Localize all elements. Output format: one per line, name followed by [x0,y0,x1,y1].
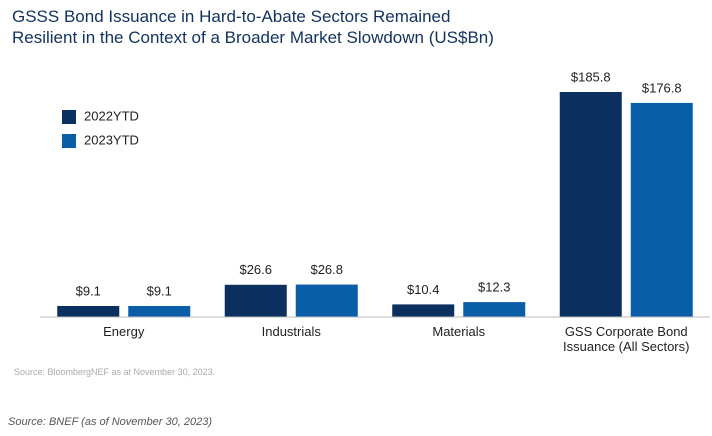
bar [630,102,693,317]
x-tick-label: Industrials [261,324,321,339]
bar [392,304,455,317]
legend-swatch [62,110,76,124]
bar [463,302,526,317]
legend-label: 2023YTD [84,132,139,147]
legend-swatch [62,134,76,148]
chart-source: Source: BloombergNEF as at November 30, … [14,367,216,377]
x-tick-label: GSS Corporate Bond Issuance (All Sectors… [563,324,690,354]
bar [559,92,622,317]
footer-note: Source: BNEF (as of November 30, 2023) [8,416,213,428]
x-tick-label: Energy [103,324,145,339]
value-label: $9.1 [76,283,101,298]
value-label: $12.3 [478,280,511,295]
chart-title: GSSS Bond Issuance in Hard-to-Abate Sect… [12,7,494,47]
value-label: $26.6 [239,262,272,277]
x-tick-label: Materials [432,324,486,339]
legend-label: 2022YTD [84,108,139,123]
value-label: $10.4 [407,282,440,297]
value-label: $185.8 [571,69,611,84]
value-label: $176.8 [642,80,682,95]
bar [57,305,120,317]
value-label: $26.8 [310,262,343,277]
bar [128,305,191,317]
bar [295,284,358,317]
value-label: $9.1 [147,283,172,298]
bar [224,284,287,317]
